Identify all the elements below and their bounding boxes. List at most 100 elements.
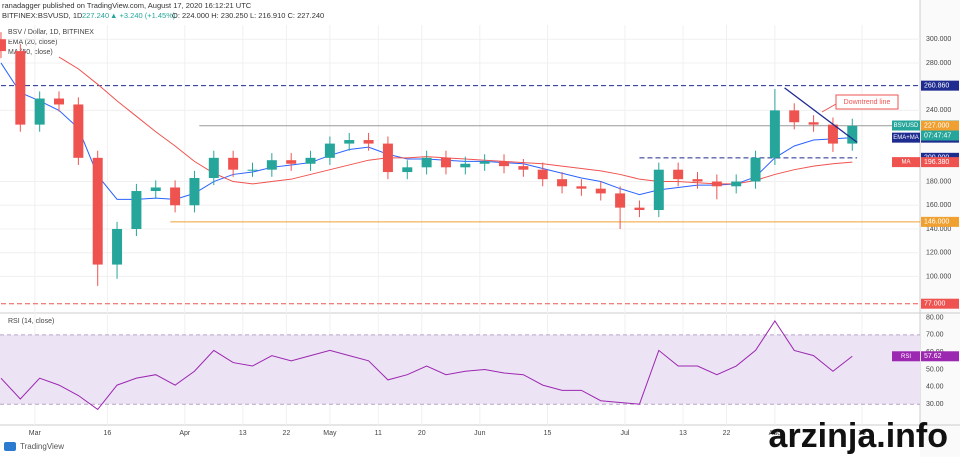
x-tick-label: Apr	[179, 430, 191, 437]
candle-body	[615, 193, 626, 208]
publisher: ranadagger published on TradingView.com,…	[2, 1, 252, 10]
price-axis-bg	[920, 0, 960, 457]
legend-rsi: RSI (14, close)	[8, 318, 54, 325]
price-tag-label: 227.000	[924, 123, 949, 130]
x-tick-label: Mar	[29, 430, 42, 437]
tag-name-box	[892, 157, 920, 168]
x-tick-label: Jun	[474, 430, 485, 437]
x-tick-label: 16	[103, 430, 111, 437]
candle-body	[518, 166, 529, 170]
x-tick-label: 13	[239, 430, 247, 437]
change: ▲ +3.240 (+1.45%)	[110, 11, 176, 20]
footer: TradingView	[20, 442, 64, 451]
watermark: arzinja.info	[769, 417, 948, 455]
price-tag-label: 77.000	[924, 301, 946, 308]
candle-body	[189, 177, 200, 206]
y-tick-label: 280.000	[926, 60, 951, 67]
overlay-line	[58, 56, 853, 185]
candle-body	[324, 143, 335, 158]
candle-body	[73, 104, 84, 158]
logo	[4, 442, 16, 451]
candle-body	[363, 140, 374, 144]
y-tick-label: 120.000	[926, 250, 951, 257]
rsi-tick-label: 70.00	[926, 332, 944, 339]
candle-body	[731, 181, 742, 187]
candle-body	[34, 98, 45, 125]
price-tag-label: 260.860	[924, 82, 949, 89]
candle-body	[247, 169, 258, 171]
candle-body	[653, 169, 664, 211]
price-tag	[921, 216, 959, 227]
candle-body	[808, 122, 819, 125]
chart-title: BSV / Dollar, 1D, BITFINEX	[8, 29, 94, 36]
candle-body	[557, 179, 568, 187]
overlay-line	[0, 62, 853, 200]
rsi-band	[0, 334, 920, 405]
candle-body	[460, 163, 471, 168]
price-tag	[921, 351, 959, 362]
candle-body	[305, 157, 316, 164]
candle-body	[769, 110, 780, 158]
candle-body	[440, 157, 451, 168]
y-tick-label: 140.000	[926, 226, 951, 233]
legend-ema: EMA (20, close)	[8, 39, 57, 46]
x-tick-label: Jul	[620, 430, 629, 437]
annotation: Downtrend line	[844, 99, 891, 106]
tag-name: BSVUSD	[894, 123, 919, 129]
candle-body	[789, 110, 800, 123]
candle-body	[634, 207, 645, 211]
x-tick-label: 22	[282, 430, 290, 437]
candle-body	[402, 167, 413, 173]
candle-body	[112, 228, 123, 265]
tag-name: EMA+MA	[893, 135, 919, 141]
ohlc: O: 224.000 H: 230.250 L: 216.910 C: 227.…	[172, 11, 324, 20]
tag-name-box	[892, 132, 920, 143]
candle-body	[382, 143, 393, 173]
countdown: 07:47:47	[924, 132, 951, 139]
rsi-tick-label: 50.00	[926, 366, 944, 373]
y-tick-label: 300.000	[926, 36, 951, 43]
candle-body	[673, 169, 684, 180]
legend-ma: MA (50, close)	[8, 49, 53, 56]
y-tick-label: 160.000	[926, 202, 951, 209]
tag-name-box	[892, 351, 920, 362]
x-tick-label: May	[323, 430, 337, 437]
candle-body	[0, 39, 6, 52]
candle-body	[266, 160, 277, 170]
x-tick-label: Aug	[769, 430, 782, 437]
price-tag-label: 196.380	[924, 159, 949, 166]
price-tag	[921, 157, 959, 168]
candle-body	[692, 179, 703, 182]
candle-body	[576, 186, 587, 189]
x-tick-label: 13	[679, 430, 687, 437]
tag-name: RSI	[901, 354, 911, 360]
candle-body	[479, 161, 490, 164]
annotation-pointer	[821, 103, 837, 113]
candle-body	[499, 161, 510, 167]
candle-body	[208, 157, 219, 178]
candle-body	[15, 51, 26, 125]
candle-body	[228, 157, 239, 170]
tag-name-box	[892, 120, 920, 131]
last-price: 227.240	[82, 11, 109, 20]
x-tick-label: 20	[418, 430, 426, 437]
rsi-tick-label: 30.00	[926, 401, 944, 408]
tag-name: MA	[902, 160, 911, 166]
candle-body	[150, 187, 161, 192]
candle-body	[92, 157, 103, 265]
candle-body	[537, 169, 548, 180]
x-tick-label: 15	[544, 430, 552, 437]
candle-body	[170, 187, 181, 206]
countdown-box	[921, 130, 959, 141]
price-tag	[921, 120, 959, 131]
price-tag	[921, 298, 959, 309]
y-tick-label: 100.000	[926, 273, 951, 280]
rsi-tick-label: 40.00	[926, 384, 944, 391]
x-tick-label: 19	[858, 430, 866, 437]
y-tick-label: 180.000	[926, 178, 951, 185]
symbol: BITFINEX:BSVUSD, 1D	[2, 11, 83, 20]
candle-body	[421, 157, 432, 168]
price-tag-label: 146.000	[924, 219, 949, 226]
trendline	[784, 87, 858, 143]
